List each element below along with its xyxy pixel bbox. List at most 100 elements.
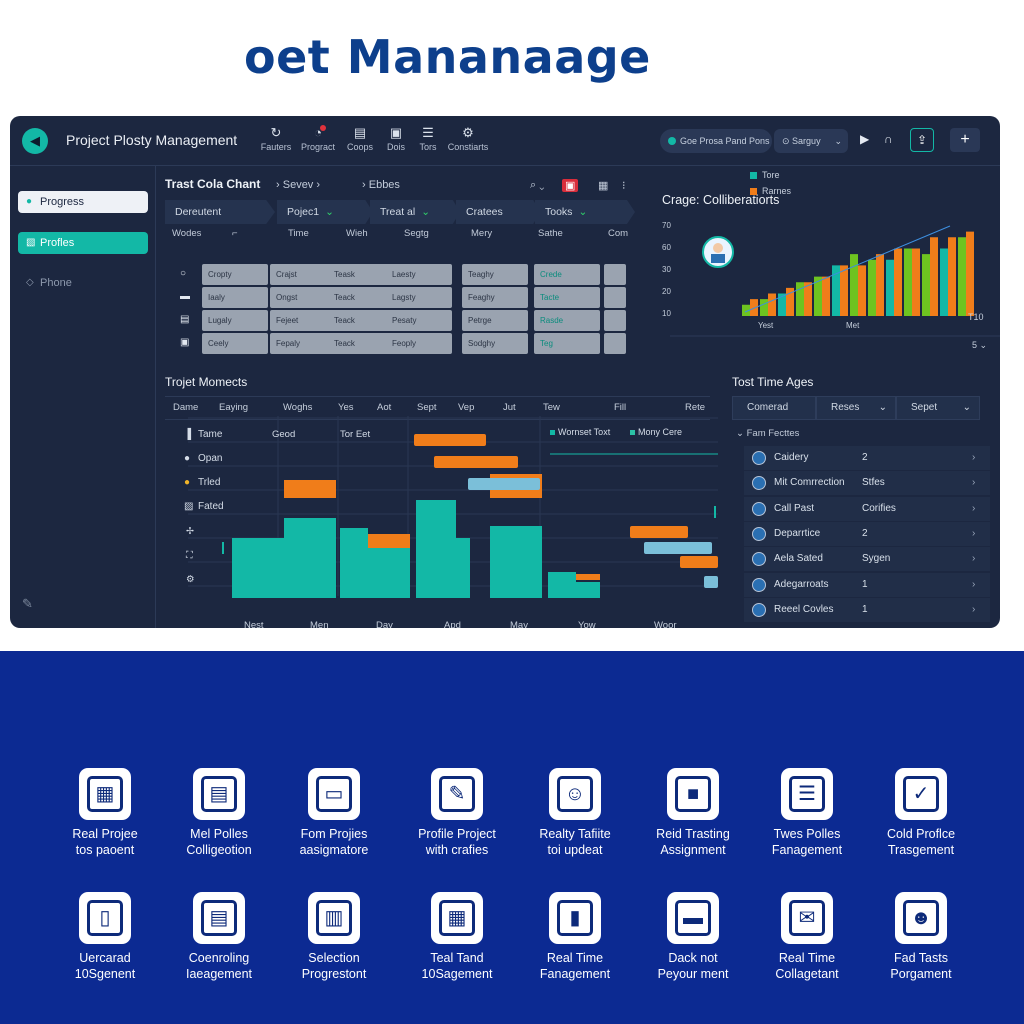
gantt-header-cell[interactable]: Rete (685, 402, 706, 413)
feature-card[interactable]: ☺ Realty Tafiite toi updeat (520, 768, 630, 858)
gantt-header-cell[interactable]: Fill (614, 402, 627, 413)
move-icon[interactable]: ✢ (186, 526, 194, 537)
tta-row[interactable]: Call Past Corifies › (744, 496, 990, 521)
feature-card[interactable]: ▦ Real Projee tos paoent (50, 768, 160, 858)
filter-tools[interactable]: Tooks ⌄ (535, 200, 635, 224)
tta-row[interactable]: Caidery 2 › (744, 446, 990, 470)
table-cell[interactable]: Ceely (202, 333, 268, 354)
table-cell[interactable]: Rasde (534, 310, 600, 331)
table-cell[interactable]: Crajst (270, 264, 336, 285)
table-cell[interactable]: Sodghy (462, 333, 528, 354)
breadcrumb-1[interactable]: › Sevev › (276, 179, 321, 191)
gantt-task-bar[interactable] (434, 456, 518, 468)
gantt-row-label[interactable]: ● Opan (184, 453, 222, 464)
alert-badge-icon[interactable]: ▣ (562, 179, 579, 192)
gantt-header-cell[interactable]: Aot (377, 402, 392, 413)
expand-icon[interactable]: ⛶ (186, 550, 193, 561)
feature-card[interactable]: ▦ Teal Tand 10Sagement (402, 892, 512, 982)
table-cell[interactable]: Cropty (202, 264, 268, 285)
more-icon[interactable]: ⁝ (622, 180, 626, 192)
tta-filter-command[interactable]: Comerad (732, 396, 816, 420)
table-cell[interactable]: Teack (328, 287, 394, 308)
toolbar-docs[interactable]: ▤ Coops (338, 124, 382, 152)
table-cell[interactable]: Ongst (270, 287, 336, 308)
table-column-header[interactable]: Mery (471, 228, 493, 239)
gantt-task-bar[interactable] (680, 556, 718, 568)
tta-row[interactable]: Reeel Covles 1 › (744, 597, 990, 622)
feature-card[interactable]: ☻ Fad Tasts Porgament (866, 892, 976, 982)
sidebar-item-phone[interactable]: ◇ Phone (18, 272, 148, 294)
table-cell[interactable]: Fepaly (270, 333, 336, 354)
gantt-header-cell[interactable]: Woghs (283, 402, 313, 413)
gantt-task-bar[interactable] (414, 434, 486, 446)
search-icon[interactable]: ⌕ ⌄ (530, 179, 545, 191)
table-cell[interactable]: Crede (534, 264, 600, 285)
table-cell[interactable]: Petrge (462, 310, 528, 331)
gantt-task-bar[interactable] (644, 542, 712, 554)
feature-card[interactable]: ▮ Real Time Fanagement (520, 892, 630, 982)
tta-filter-reses[interactable]: Reses ⌄ (816, 396, 896, 420)
table-cell[interactable]: Feaghy (462, 287, 528, 308)
gantt-header-cell[interactable]: Dame (173, 402, 199, 413)
tta-filter-sepet[interactable]: Sepet ⌄ (896, 396, 980, 420)
table-cell[interactable]: Teg (534, 333, 600, 354)
sidebar-item-profiles[interactable]: ▧ Profles (18, 232, 148, 254)
feature-card[interactable]: ▯ Uercarad 10Sgenent (50, 892, 160, 982)
search-pill[interactable]: Goe Prosa Pand Pons (660, 129, 772, 153)
table-cell[interactable]: Lugaly (202, 310, 268, 331)
table-cell[interactable]: Laesty (386, 264, 452, 285)
sidebar-item-progress[interactable]: ● Progress (18, 191, 148, 213)
gantt-task-bar[interactable] (704, 576, 718, 588)
gantt-header-cell[interactable]: Sept (417, 402, 437, 413)
add-button[interactable]: + (950, 128, 980, 152)
tta-row[interactable]: Deparrtice 2 › (744, 521, 990, 546)
table-cell[interactable]: Teack (328, 333, 394, 354)
filter-department[interactable]: Dereutent (165, 200, 275, 224)
filter-treat[interactable]: Treat al ⌄ (370, 200, 460, 224)
feature-card[interactable]: ✉ Real Time Collagetant (752, 892, 862, 982)
table-column-header[interactable]: Time (288, 228, 309, 239)
filter-project[interactable]: Pojec1 ⌄ (277, 200, 373, 224)
table-cell[interactable]: Pesaty (386, 310, 452, 331)
gantt-row-label[interactable]: ● Trled (184, 477, 220, 488)
feature-card[interactable]: ☰ Twes Polles Fanagement (752, 768, 862, 858)
feature-card[interactable]: ✓ Cold Proflce Trasgement (866, 768, 976, 858)
toolbar-notifications[interactable]: ◔ Progract (296, 124, 340, 152)
tta-row[interactable]: Mit Comrrection Stfes › (744, 471, 990, 496)
table-cell[interactable]: Lagsty (386, 287, 452, 308)
filter-created[interactable]: Cratees (456, 200, 540, 224)
tta-row[interactable]: Aela Sated Sygen › (744, 547, 990, 572)
share-button[interactable]: ⇪ (910, 128, 934, 152)
settings-icon[interactable]: ⚙ (186, 574, 195, 585)
table-column-header[interactable]: Wodes (172, 228, 202, 239)
toolbar-refresh[interactable]: ↻ Fauters (254, 124, 298, 152)
table-column-header[interactable]: Sathe (538, 228, 563, 239)
feature-card[interactable]: ▭ Fom Projies aasigmatore (279, 768, 389, 858)
gantt-row-label[interactable]: ▐ Tame (184, 429, 222, 440)
gantt-header-cell[interactable]: Yes (338, 402, 354, 413)
table-column-header[interactable]: Com (608, 228, 629, 239)
toolbar-list[interactable]: ☰ Tors (406, 124, 450, 152)
feature-card[interactable]: ▤ Mel Polles Colligeotion (164, 768, 274, 858)
tta-row[interactable]: Adegarroats 1 › (744, 572, 990, 597)
table-column-header[interactable]: Wieh (346, 228, 368, 239)
filter-dropdown[interactable]: ⊙ Sarguy ⌄ (774, 129, 848, 153)
table-column-header[interactable]: Segtg (404, 228, 429, 239)
table-cell[interactable]: Iaaly (202, 287, 268, 308)
feature-card[interactable]: ✎ Profile Project with crafies (402, 768, 512, 858)
feature-card[interactable]: ▬ Dack not Peyour ment (638, 892, 748, 982)
feature-card[interactable]: ▤ Coenroling Iaeagement (164, 892, 274, 982)
headset-icon[interactable]: ∩ (884, 132, 893, 146)
table-cell[interactable]: Teack (328, 310, 394, 331)
gantt-header-cell[interactable]: Tew (543, 402, 560, 413)
breadcrumb-2[interactable]: › Ebbes (362, 179, 400, 191)
gantt-task-bar[interactable] (630, 526, 688, 538)
gantt-header-cell[interactable]: Vep (458, 402, 475, 413)
table-column-header[interactable]: ⌐ (232, 228, 238, 239)
toolbar-clipboard[interactable]: ▣ Dois (374, 124, 418, 152)
gantt-header-cell[interactable]: Jut (503, 402, 516, 413)
toolbar-settings[interactable]: ⚙ Constiarts (447, 125, 489, 152)
gantt-header-cell[interactable]: Eaying (219, 402, 249, 413)
table-cell[interactable]: Feoply (386, 333, 452, 354)
gantt-task-bar[interactable] (468, 478, 540, 490)
